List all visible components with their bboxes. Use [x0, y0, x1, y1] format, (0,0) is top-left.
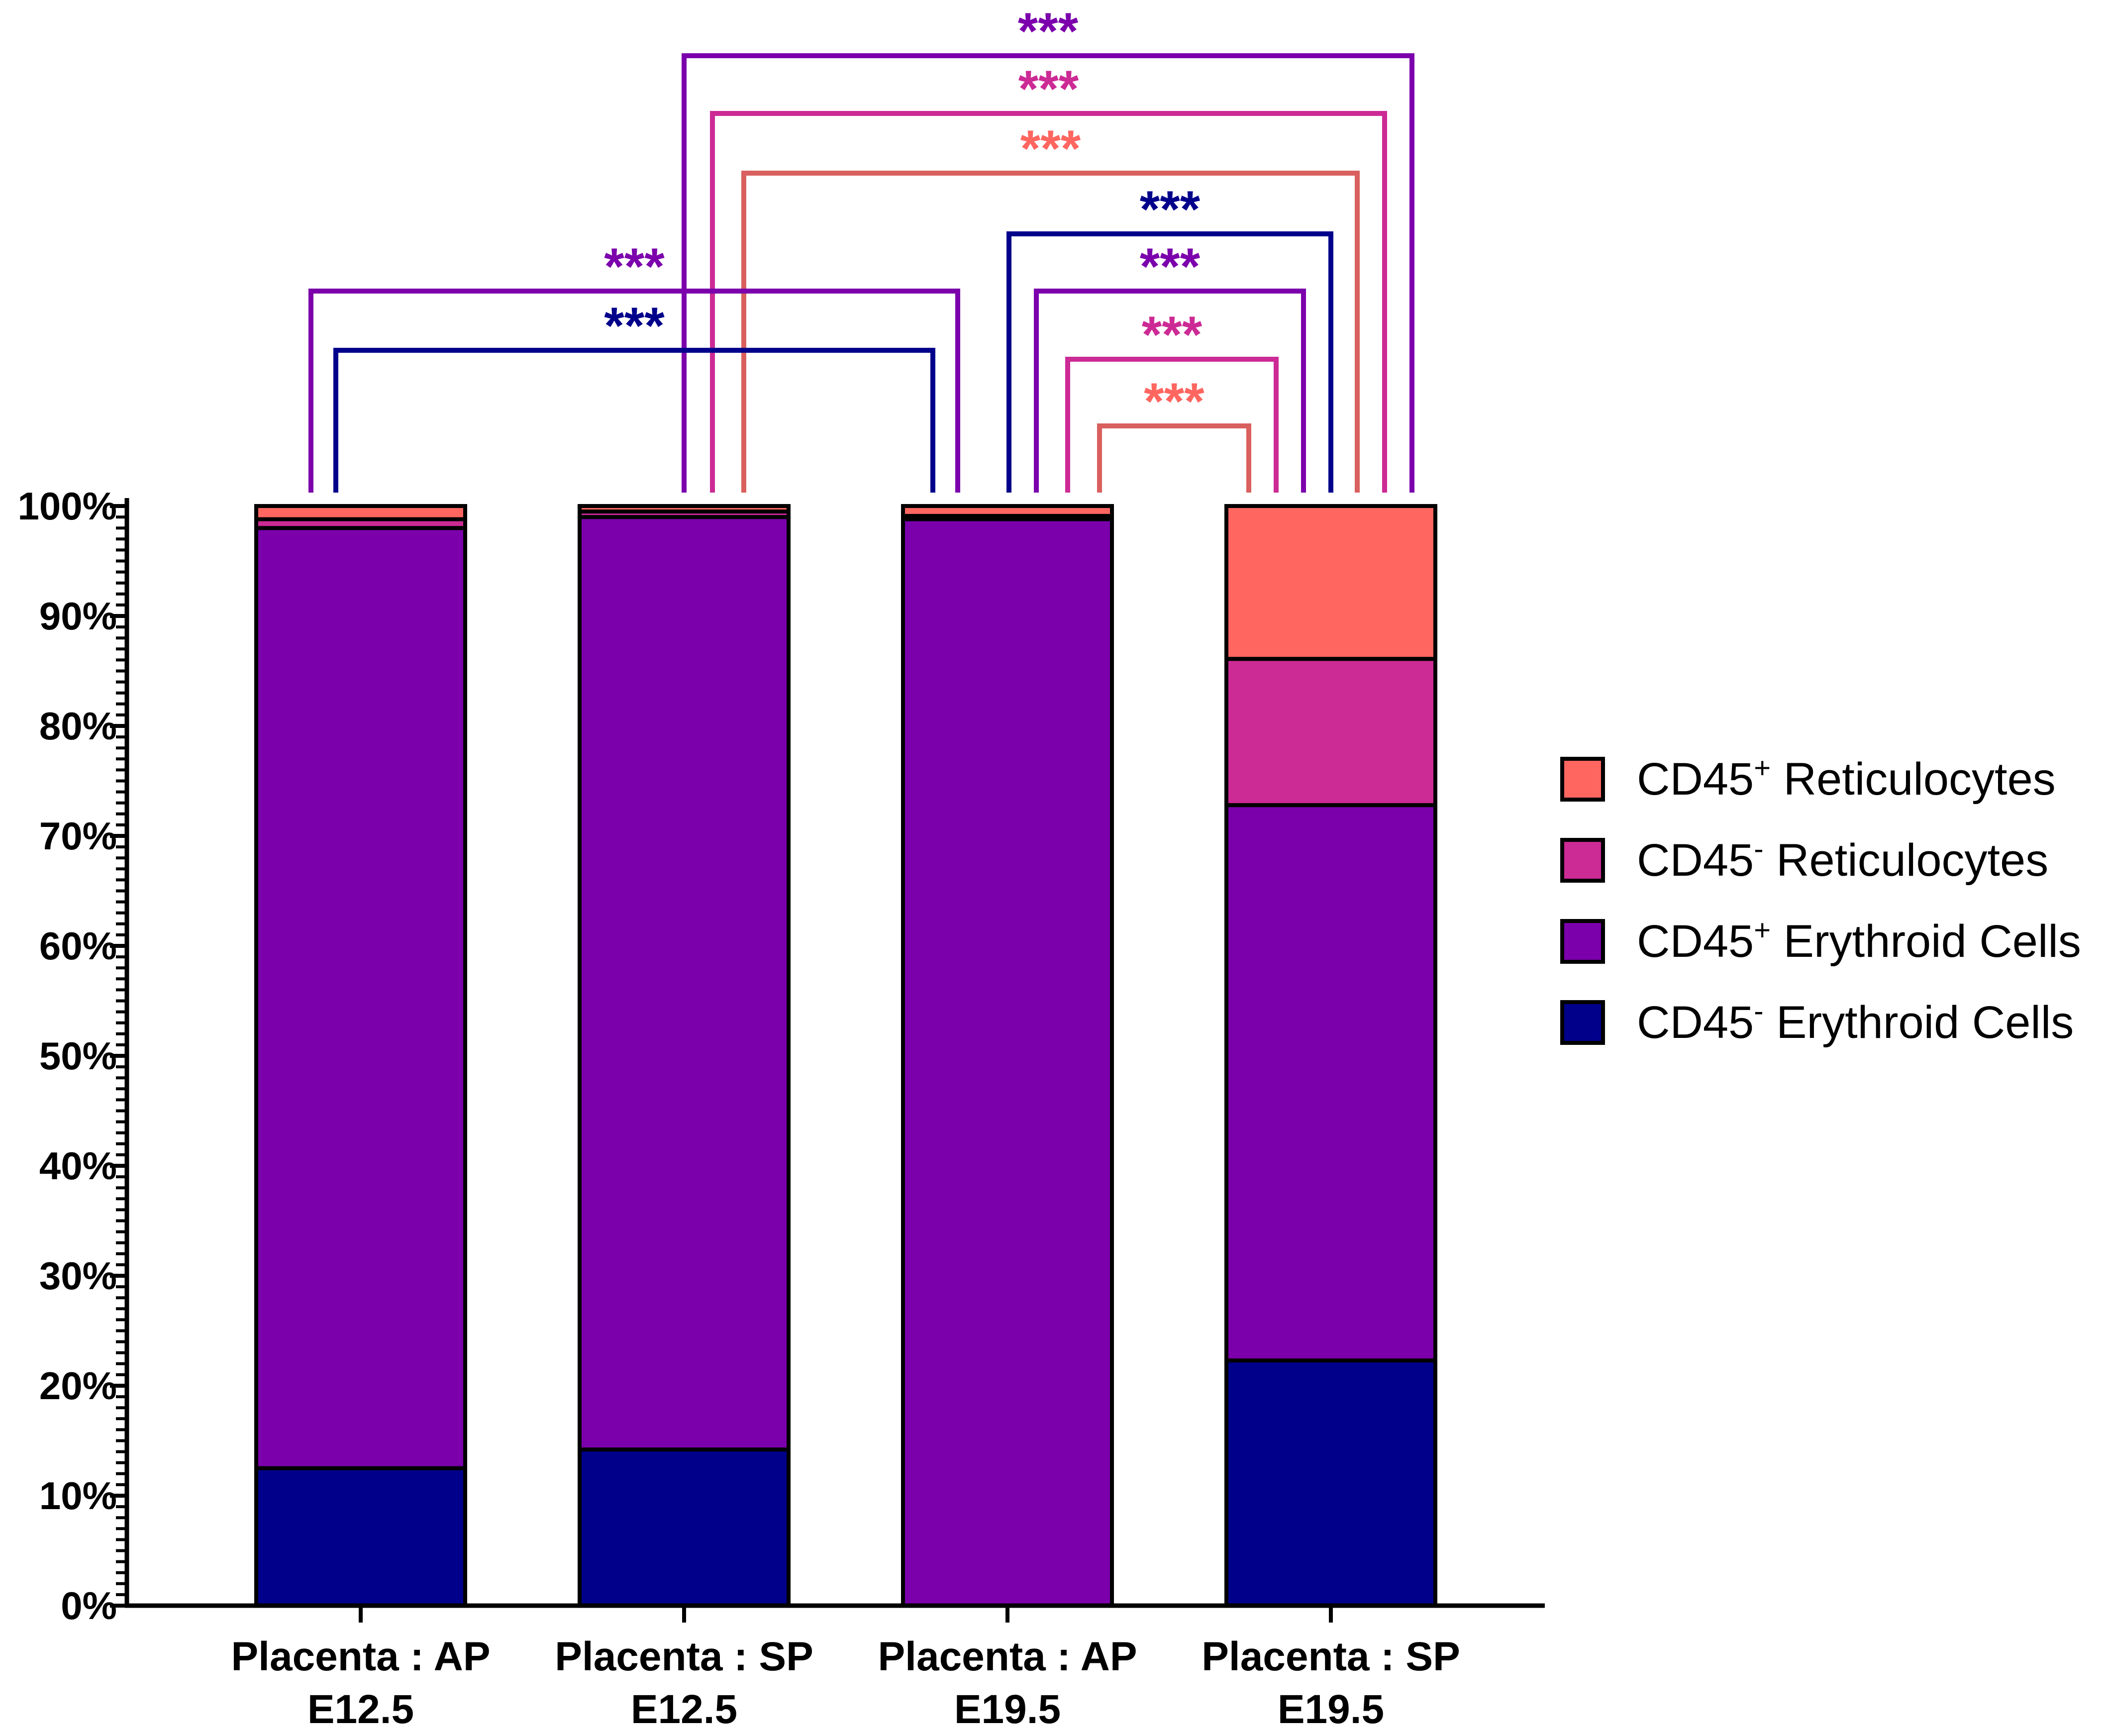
significance-label: *** [1142, 306, 1203, 364]
significance-bracket [1034, 289, 1306, 493]
y-tick-label: 10% [39, 1474, 117, 1518]
y-tick-label: 100% [18, 484, 117, 528]
significance-label: *** [1018, 2, 1079, 60]
x-category-label: E19.5 [1278, 1687, 1384, 1732]
legend-swatch-neg-ery [1560, 1000, 1605, 1045]
y-tick-label: 50% [39, 1034, 117, 1078]
legend-swatch-pos-ery [1560, 919, 1605, 964]
bar-segment-pos-ret-1 [578, 504, 791, 514]
x-category-label: Placenta : SP [555, 1634, 813, 1679]
legend-label-neg-ret: CD45- Reticulocytes [1637, 833, 2048, 886]
bar-segment-neg-ery-0 [254, 1466, 467, 1608]
y-tick-label: 20% [39, 1364, 117, 1408]
legend-swatch-pos-ret [1560, 757, 1605, 802]
legend-label-pos-ery: CD45+ Erythroid Cells [1637, 914, 2081, 967]
legend-label-neg-ery: CD45- Erythroid Cells [1637, 995, 2074, 1048]
bar-segment-pos-ery-2 [901, 517, 1114, 1608]
significance-bracket [741, 171, 1360, 493]
y-tick-label: 30% [39, 1254, 117, 1298]
y-tick-label: 40% [39, 1144, 117, 1188]
bar-segment-pos-ret-0 [254, 504, 467, 521]
y-tick-label: 70% [39, 814, 117, 858]
x-category-label: Placenta : SP [1202, 1634, 1460, 1679]
significance-brackets: *************************** [308, 2, 1414, 493]
x-category-label: Placenta : AP [878, 1634, 1137, 1679]
bar-segment-pos-ery-1 [578, 515, 791, 1452]
significance-bracket [1097, 423, 1251, 493]
y-tick-label: 60% [39, 924, 117, 968]
bar-segment-neg-ery-1 [578, 1447, 791, 1608]
legend: CD45+ Reticulocytes CD45- Reticulocytes CD… [1560, 752, 2081, 1048]
legend-label-pos-ret: CD45+ Reticulocytes [1637, 752, 2056, 805]
bar-segment-pos-ery-3 [1224, 803, 1437, 1363]
significance-bracket [1065, 357, 1279, 493]
significance-label: *** [1140, 181, 1201, 238]
significance-label: *** [1020, 120, 1081, 178]
legend-swatch-neg-ret [1560, 838, 1605, 883]
significance-bracket [333, 348, 935, 493]
bar-segment-pos-ery-0 [254, 526, 467, 1470]
bar-segment-neg-ery-3 [1224, 1358, 1437, 1608]
x-category-label: E12.5 [631, 1687, 737, 1732]
x-category-label: E19.5 [954, 1687, 1061, 1732]
bar-segment-pos-ret-3 [1224, 504, 1437, 661]
y-tick-label: 90% [39, 594, 117, 638]
significance-bracket [682, 53, 1414, 493]
bars [254, 504, 1437, 1608]
x-category-label: E12.5 [307, 1687, 414, 1732]
y-tick-label: 80% [39, 704, 117, 748]
axes: 0% 10% 20% 30% 40% 50% 60% 70% 80% 90% 100% Placent… [18, 484, 1545, 1732]
significance-bracket [308, 289, 960, 493]
x-category-label: Placenta : AP [231, 1634, 490, 1679]
significance-label: *** [604, 238, 665, 296]
y-tick-label: 0% [61, 1584, 117, 1628]
significance-label: *** [1144, 373, 1204, 430]
significance-label: *** [604, 297, 665, 355]
bar-segment-neg-ret-3 [1224, 657, 1437, 808]
bar-segment-pos-ret-2 [901, 504, 1114, 518]
significance-bracket [710, 111, 1387, 493]
significance-label: *** [1140, 238, 1201, 296]
significance-bracket [1006, 231, 1333, 493]
significance-label: *** [1018, 60, 1079, 118]
